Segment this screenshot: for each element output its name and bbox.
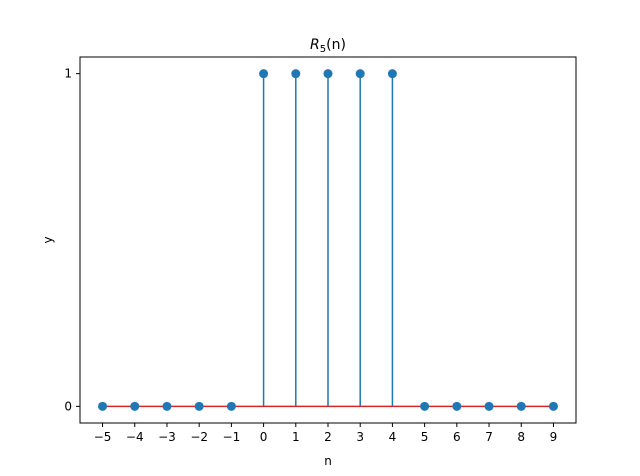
x-tick-label: 8 (517, 430, 525, 444)
x-tick-label: 4 (389, 430, 397, 444)
x-tick-label: 7 (485, 430, 493, 444)
x-tick-label: 0 (260, 430, 268, 444)
x-tick-label: −3 (158, 430, 176, 444)
y-tick-label: 0 (64, 399, 72, 413)
x-tick-label: −2 (190, 430, 208, 444)
stem-marker (194, 401, 204, 411)
stem-marker (162, 401, 172, 411)
stem-marker (291, 69, 301, 79)
stem-marker (98, 401, 108, 411)
y-tick-label: 1 (64, 67, 72, 81)
stem-marker (548, 401, 558, 411)
x-tick-label: 1 (292, 430, 300, 444)
stem-marker (484, 401, 494, 411)
x-tick-label: 3 (356, 430, 364, 444)
x-tick-label: 5 (421, 430, 429, 444)
x-tick-label: 2 (324, 430, 332, 444)
stem-marker (387, 69, 397, 79)
stem-marker (259, 69, 269, 79)
x-tick-label: 6 (453, 430, 461, 444)
stem-marker (323, 69, 333, 79)
x-tick-label: −4 (126, 430, 144, 444)
stem-marker (452, 401, 462, 411)
axes-frame (79, 56, 577, 424)
x-tick-label: 9 (550, 430, 558, 444)
stems-layer (262, 73, 394, 407)
stem-marker (130, 401, 140, 411)
chart-title: R5(n) (310, 37, 346, 55)
x-tick-label: −1 (223, 430, 241, 444)
stem-marker (420, 401, 430, 411)
x-axis-label: n (324, 454, 332, 468)
stem-marker (516, 401, 526, 411)
ticks-layer: −5 −4 −3 −2 −1 0 1 2 3 4 5 6 7 8 9 0 1 (64, 67, 557, 444)
stem-marker (226, 401, 236, 411)
x-tick-label: −5 (94, 430, 112, 444)
markers-layer (98, 69, 558, 411)
y-axis-label: y (41, 236, 55, 243)
stem-marker (355, 69, 365, 79)
